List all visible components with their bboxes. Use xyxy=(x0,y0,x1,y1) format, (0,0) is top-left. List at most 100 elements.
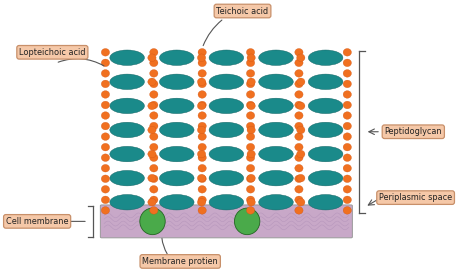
Ellipse shape xyxy=(148,102,156,110)
Ellipse shape xyxy=(150,59,158,67)
Ellipse shape xyxy=(259,98,293,114)
Text: Teichoic acid: Teichoic acid xyxy=(217,7,269,16)
Ellipse shape xyxy=(209,74,244,90)
Ellipse shape xyxy=(110,98,145,114)
Ellipse shape xyxy=(343,175,351,183)
Ellipse shape xyxy=(297,54,305,61)
Ellipse shape xyxy=(159,170,194,186)
Ellipse shape xyxy=(150,101,158,109)
Ellipse shape xyxy=(259,146,293,162)
Ellipse shape xyxy=(247,150,255,158)
Ellipse shape xyxy=(110,170,145,186)
Ellipse shape xyxy=(110,122,145,138)
Ellipse shape xyxy=(259,122,293,138)
Ellipse shape xyxy=(343,185,351,193)
Ellipse shape xyxy=(198,49,206,56)
Ellipse shape xyxy=(150,49,158,56)
Ellipse shape xyxy=(150,133,158,140)
Text: Periplasmic space: Periplasmic space xyxy=(379,193,452,202)
Ellipse shape xyxy=(101,112,109,119)
Ellipse shape xyxy=(198,101,206,109)
Ellipse shape xyxy=(150,80,158,88)
Ellipse shape xyxy=(110,146,145,162)
Ellipse shape xyxy=(295,91,303,98)
Ellipse shape xyxy=(101,101,109,109)
Ellipse shape xyxy=(110,74,145,90)
Ellipse shape xyxy=(297,102,305,110)
Ellipse shape xyxy=(198,133,206,140)
FancyBboxPatch shape xyxy=(100,205,352,238)
Ellipse shape xyxy=(247,78,255,86)
Ellipse shape xyxy=(246,164,255,172)
Ellipse shape xyxy=(101,164,109,172)
Ellipse shape xyxy=(148,150,156,158)
Ellipse shape xyxy=(148,198,156,206)
Ellipse shape xyxy=(198,154,206,162)
Ellipse shape xyxy=(150,175,158,183)
Ellipse shape xyxy=(343,91,351,98)
Ellipse shape xyxy=(308,146,343,162)
Ellipse shape xyxy=(101,91,109,98)
Ellipse shape xyxy=(150,112,158,119)
Ellipse shape xyxy=(148,78,156,86)
Ellipse shape xyxy=(343,207,351,214)
Ellipse shape xyxy=(197,150,206,158)
Ellipse shape xyxy=(297,150,305,158)
Ellipse shape xyxy=(246,143,255,151)
Ellipse shape xyxy=(308,50,343,66)
Ellipse shape xyxy=(150,70,158,77)
Ellipse shape xyxy=(209,122,244,138)
Ellipse shape xyxy=(297,78,305,86)
Ellipse shape xyxy=(295,49,303,56)
Ellipse shape xyxy=(259,50,293,66)
Ellipse shape xyxy=(246,196,255,204)
Ellipse shape xyxy=(343,164,351,172)
Ellipse shape xyxy=(246,59,255,67)
Ellipse shape xyxy=(308,194,343,210)
Ellipse shape xyxy=(343,80,351,88)
Ellipse shape xyxy=(198,207,206,214)
Ellipse shape xyxy=(150,154,158,162)
Ellipse shape xyxy=(101,80,109,88)
Ellipse shape xyxy=(246,185,255,193)
Ellipse shape xyxy=(198,196,206,204)
Ellipse shape xyxy=(295,164,303,172)
Ellipse shape xyxy=(247,174,255,182)
Ellipse shape xyxy=(110,194,145,210)
Ellipse shape xyxy=(295,175,303,183)
Ellipse shape xyxy=(150,207,158,214)
Ellipse shape xyxy=(247,54,255,61)
Ellipse shape xyxy=(246,49,255,56)
Ellipse shape xyxy=(295,207,303,214)
Text: Lopteichoic acid: Lopteichoic acid xyxy=(19,48,86,57)
Ellipse shape xyxy=(295,101,303,109)
Ellipse shape xyxy=(148,174,156,182)
Ellipse shape xyxy=(198,175,206,183)
Ellipse shape xyxy=(159,146,194,162)
Ellipse shape xyxy=(198,112,206,119)
Ellipse shape xyxy=(246,101,255,109)
Ellipse shape xyxy=(308,98,343,114)
Ellipse shape xyxy=(295,133,303,140)
Ellipse shape xyxy=(246,91,255,98)
Ellipse shape xyxy=(209,98,244,114)
Ellipse shape xyxy=(308,74,343,90)
Ellipse shape xyxy=(343,49,351,56)
Ellipse shape xyxy=(209,146,244,162)
Ellipse shape xyxy=(101,143,109,151)
Ellipse shape xyxy=(150,122,158,130)
Ellipse shape xyxy=(198,143,206,151)
Ellipse shape xyxy=(197,198,206,206)
Ellipse shape xyxy=(101,70,109,77)
Ellipse shape xyxy=(197,54,206,61)
Ellipse shape xyxy=(101,207,109,214)
Ellipse shape xyxy=(197,102,206,110)
Ellipse shape xyxy=(343,101,351,109)
Ellipse shape xyxy=(198,91,206,98)
Ellipse shape xyxy=(159,194,194,210)
Ellipse shape xyxy=(246,175,255,183)
Ellipse shape xyxy=(197,78,206,86)
Ellipse shape xyxy=(235,208,260,235)
Ellipse shape xyxy=(197,174,206,182)
Text: Membrane protien: Membrane protien xyxy=(142,257,218,266)
